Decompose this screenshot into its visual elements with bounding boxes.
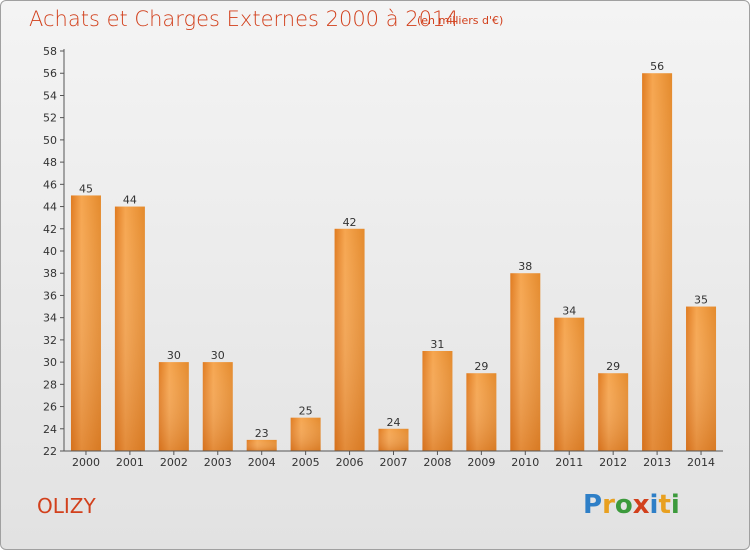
commune-name: OLIZY (37, 494, 96, 518)
x-tick-label: 2002 (160, 456, 188, 469)
y-tick-label: 24 (43, 423, 57, 436)
y-tick-label: 44 (43, 201, 57, 214)
y-tick-label: 52 (43, 112, 57, 125)
bar-shade (642, 73, 673, 451)
bar-shade (510, 273, 541, 451)
y-tick-label: 26 (43, 401, 57, 414)
bar-value-label: 30 (211, 349, 225, 362)
y-tick-label: 46 (43, 178, 57, 191)
y-tick-label: 58 (43, 45, 57, 58)
y-axis: 22 24 26 28 30 32 34 36 38 40 42 44 46 48 50 52 54 56 58 (43, 45, 65, 458)
bar-value-label: 30 (167, 349, 181, 362)
x-tick-label: 2009 (467, 456, 495, 469)
x-tick-label: 2005 (292, 456, 320, 469)
bar-shade (290, 417, 321, 451)
bar-shade (422, 351, 453, 451)
bar-value-label: 23 (255, 427, 269, 440)
bar-shade (202, 362, 233, 451)
logo-letter: o (614, 490, 633, 520)
logo-letter: r (602, 490, 615, 520)
bar-value-label: 24 (387, 416, 401, 429)
y-tick-label: 48 (43, 156, 57, 169)
x-tick-label: 2011 (555, 456, 583, 469)
bar-value-label: 31 (430, 338, 444, 351)
bar-value-label: 44 (123, 194, 137, 207)
y-tick-label: 50 (43, 134, 57, 147)
proxiti-logo: Proxiti (583, 490, 680, 520)
logo-letter: i (670, 490, 680, 520)
logo-letter: i (649, 490, 659, 520)
x-tick-label: 2007 (380, 456, 408, 469)
bar-value-label: 29 (474, 360, 488, 373)
x-tick-label: 2013 (643, 456, 671, 469)
bar-shade (686, 306, 717, 451)
bar-value-label: 45 (79, 182, 93, 195)
bars: 45 44 30 30 23 25 42 24 31 29 38 34 29 56 35 (70, 60, 717, 451)
y-tick-label: 54 (43, 89, 57, 102)
x-tick-label: 2010 (511, 456, 539, 469)
y-tick-label: 34 (43, 312, 57, 325)
y-tick-label: 40 (43, 245, 57, 258)
logo-letter: P (583, 490, 603, 520)
bar-shade (598, 373, 629, 451)
bar-shade (70, 195, 101, 451)
bar-value-label: 56 (650, 60, 664, 73)
logo-letter: t (658, 490, 671, 520)
bar-shade (246, 439, 277, 451)
logo-letter: x (632, 490, 650, 520)
y-tick-label: 32 (43, 334, 57, 347)
y-tick-label: 28 (43, 378, 57, 391)
y-tick-label: 36 (43, 289, 57, 302)
x-tick-label: 2012 (599, 456, 627, 469)
y-tick-label: 22 (43, 445, 57, 458)
bar-shade (158, 362, 189, 451)
bar-value-label: 25 (299, 405, 313, 418)
bar-shade (554, 317, 585, 451)
y-tick-label: 42 (43, 223, 57, 236)
x-tick-label: 2006 (336, 456, 364, 469)
bar-value-label: 29 (606, 360, 620, 373)
x-tick-label: 2000 (72, 456, 100, 469)
x-tick-label: 2003 (204, 456, 232, 469)
x-axis: 2000 2001 2002 2003 2004 2005 2006 2007 2008 2009… (64, 450, 723, 469)
x-tick-label: 2014 (687, 456, 715, 469)
bar-shade (378, 428, 409, 451)
bar-value-label: 38 (518, 260, 532, 273)
bar-value-label: 35 (694, 294, 708, 307)
bar-value-label: 34 (562, 305, 576, 318)
x-tick-label: 2001 (116, 456, 144, 469)
y-tick-label: 30 (43, 356, 57, 369)
x-tick-label: 2008 (423, 456, 451, 469)
bar-shade (114, 206, 145, 451)
y-tick-label: 38 (43, 267, 57, 280)
bar-shade (466, 373, 497, 451)
bar-shade (334, 228, 365, 451)
chart-title: Achats et Charges Externes 2000 à 2014 (29, 7, 459, 31)
x-tick-label: 2004 (248, 456, 276, 469)
chart-subtitle: (en milliers d'€) (417, 14, 504, 27)
bar-value-label: 42 (343, 216, 357, 229)
y-tick-label: 56 (43, 67, 57, 80)
